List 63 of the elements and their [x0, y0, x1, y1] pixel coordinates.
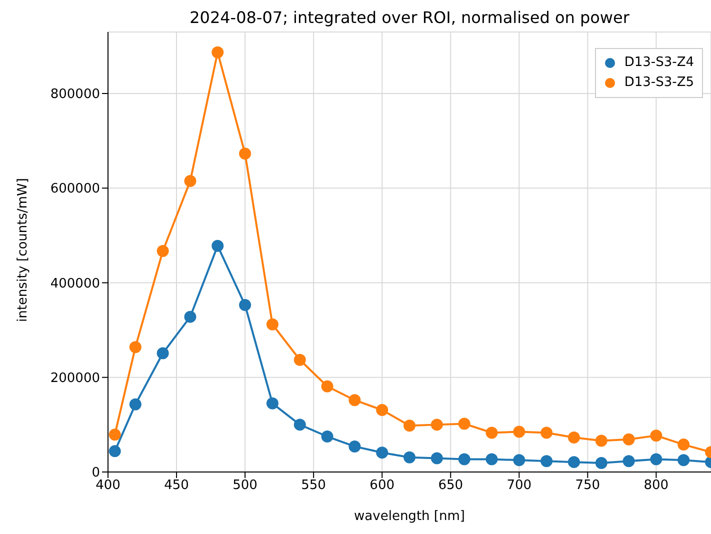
x-tick-label: 500 — [232, 478, 258, 494]
point — [156, 245, 169, 258]
point — [266, 318, 278, 330]
point — [321, 430, 334, 443]
y-tick-label: 0 — [92, 466, 100, 481]
point — [266, 397, 278, 410]
point — [595, 457, 608, 470]
point — [650, 430, 662, 442]
chart-title: 2024-08-07; integrated over ROI, normalised on power — [188, 8, 630, 27]
x-tick-label: 400 — [96, 478, 120, 494]
point — [108, 428, 121, 441]
y-tick-label: 600000 — [50, 182, 100, 197]
point — [430, 452, 443, 464]
point — [212, 240, 224, 252]
x-tick-label: 750 — [575, 478, 600, 494]
point — [184, 175, 196, 188]
point — [540, 426, 553, 439]
x-tick-label: 650 — [438, 478, 464, 494]
point — [184, 310, 196, 323]
point — [404, 420, 416, 432]
point — [678, 454, 690, 466]
point — [348, 440, 361, 452]
point — [376, 446, 388, 459]
point — [458, 453, 470, 466]
point — [622, 433, 635, 446]
point — [486, 453, 498, 466]
point — [513, 454, 526, 466]
y-tick-label: 200000 — [50, 370, 100, 386]
point — [348, 394, 361, 406]
point — [294, 354, 306, 366]
point — [321, 380, 334, 392]
point — [650, 453, 662, 466]
legend-label: D13-S3-Z5 — [624, 74, 694, 92]
x-tick-label: 700 — [506, 478, 532, 494]
point — [376, 404, 388, 416]
point — [239, 298, 252, 311]
point — [108, 445, 121, 458]
point — [156, 347, 169, 360]
y-axis-title: intensity [counts/mW] — [16, 178, 31, 322]
point — [568, 431, 580, 444]
point — [595, 434, 608, 447]
x-tick-label: 550 — [301, 478, 326, 494]
point — [540, 455, 553, 468]
x-tick-label: 800 — [644, 478, 669, 494]
x-axis-title: wavelength [nm] — [354, 509, 465, 524]
point — [458, 418, 470, 430]
x-tick-label: 450 — [164, 478, 189, 494]
point — [129, 341, 142, 354]
point — [678, 438, 690, 451]
point — [294, 418, 306, 431]
point — [486, 426, 498, 439]
legend-label: D13-S3-Z4 — [624, 54, 694, 72]
point — [568, 456, 580, 468]
point — [622, 455, 635, 468]
point — [513, 426, 526, 438]
x-tick-label: 600 — [370, 478, 395, 494]
point — [239, 148, 252, 160]
point — [129, 398, 142, 410]
point — [404, 451, 416, 464]
point — [430, 418, 443, 431]
y-tick-label: 800000 — [50, 87, 100, 102]
y-tick-label: 400000 — [50, 276, 100, 292]
point — [212, 46, 224, 58]
